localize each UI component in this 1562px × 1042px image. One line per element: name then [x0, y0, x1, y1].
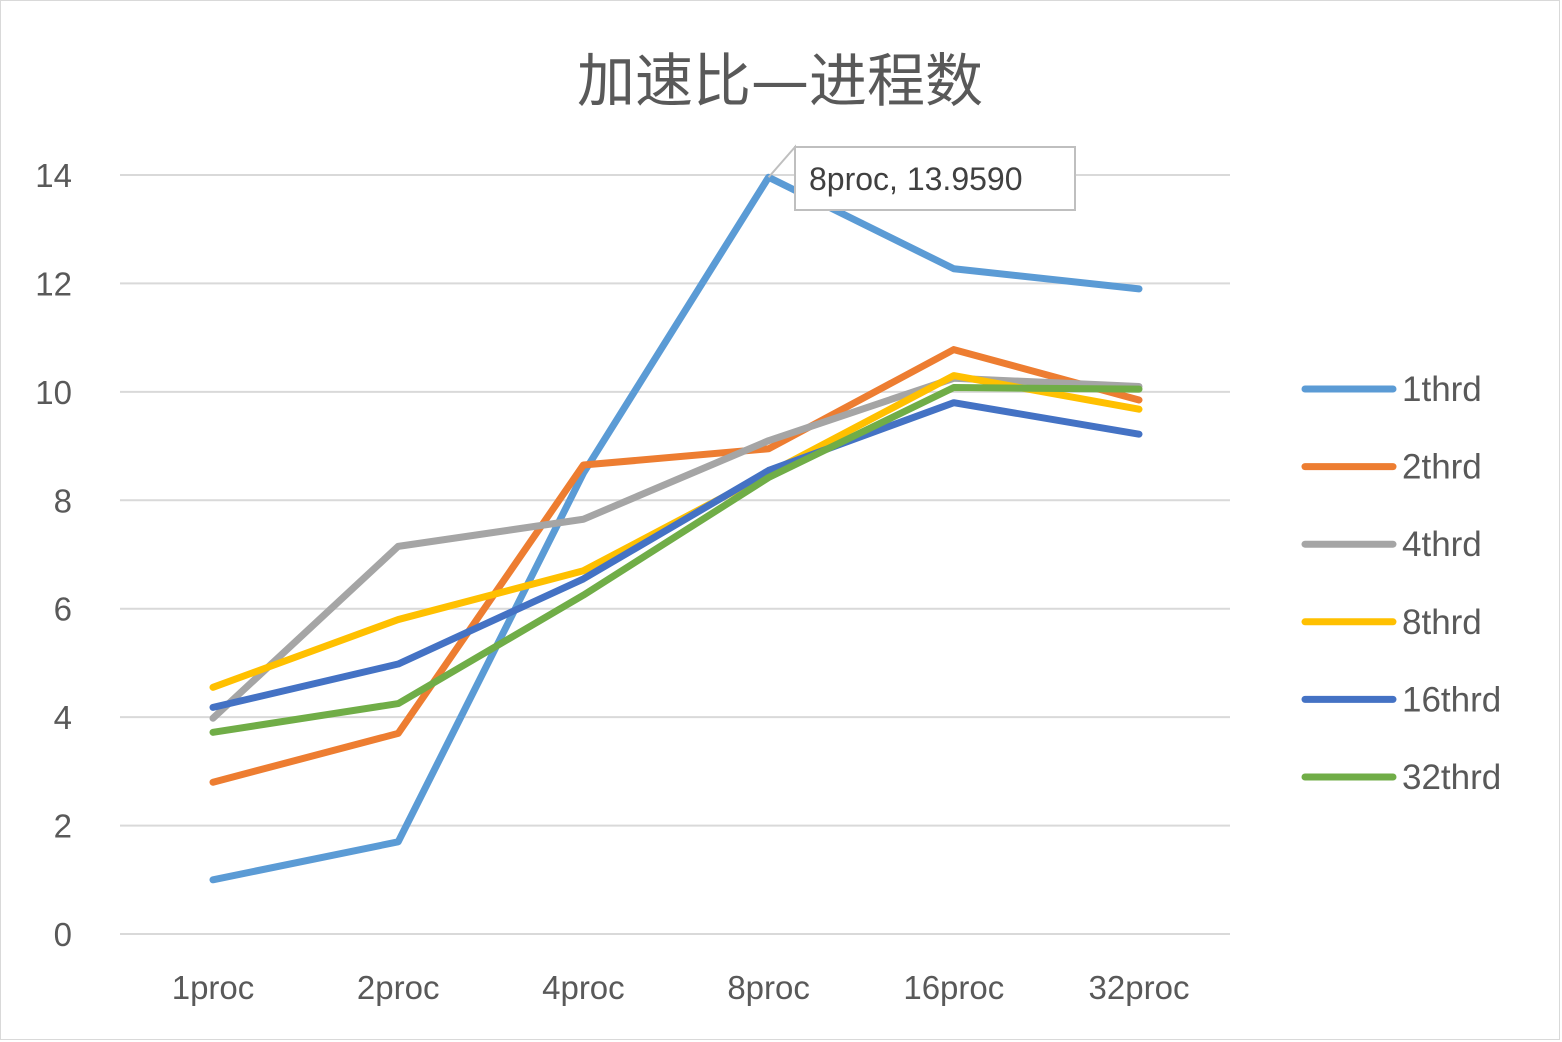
y-tick-label: 14 [35, 157, 72, 194]
series-line-32thrd [209, 384, 1143, 736]
y-tick-label: 4 [54, 699, 72, 736]
x-tick-label: 4proc [542, 969, 625, 1006]
x-tick-label: 16proc [903, 969, 1004, 1006]
callout-box [794, 146, 1076, 211]
legend-label-2thrd: 2thrd [1402, 448, 1482, 487]
y-tick-label: 2 [54, 808, 72, 845]
series-line-1thrd [209, 173, 1143, 884]
legend-label-8thrd: 8thrd [1402, 603, 1482, 642]
y-tick-label: 10 [35, 374, 72, 411]
x-axis-ticks: 1proc 2proc 4proc 8proc 16proc 32proc [172, 969, 1190, 1006]
series-lines [209, 173, 1143, 884]
series-line-8thrd [209, 372, 1143, 691]
x-tick-label: 32proc [1089, 969, 1190, 1006]
series-line-16thrd [209, 399, 1143, 711]
legend-label-32thrd: 32thrd [1402, 758, 1501, 797]
x-tick-label: 8proc [727, 969, 810, 1006]
y-tick-label: 0 [54, 916, 72, 953]
gridlines [120, 174, 1230, 935]
legend: 1thrd 2thrd 4thrd 8thrd 16thrd 32thrd [1301, 370, 1501, 797]
chart-title: 加速比—进程数 [577, 47, 983, 115]
y-tick-label: 12 [35, 265, 72, 302]
legend-label-4thrd: 4thrd [1402, 525, 1482, 564]
y-axis-ticks: 0 2 4 6 8 10 12 14 [35, 157, 72, 953]
y-tick-label: 8 [54, 482, 72, 519]
data-label-callout: 8proc, 13.9590 [767, 144, 1076, 211]
callout-label: 8proc, 13.9590 [809, 161, 1023, 197]
series-line-2thrd [209, 346, 1143, 786]
series-line-4thrd [209, 374, 1143, 722]
callout-leader [767, 144, 796, 178]
x-tick-label: 1proc [172, 969, 255, 1006]
legend-label-1thrd: 1thrd [1402, 370, 1482, 409]
legend-label-16thrd: 16thrd [1402, 680, 1501, 719]
y-tick-label: 6 [54, 591, 72, 628]
x-tick-label: 2proc [357, 969, 440, 1006]
